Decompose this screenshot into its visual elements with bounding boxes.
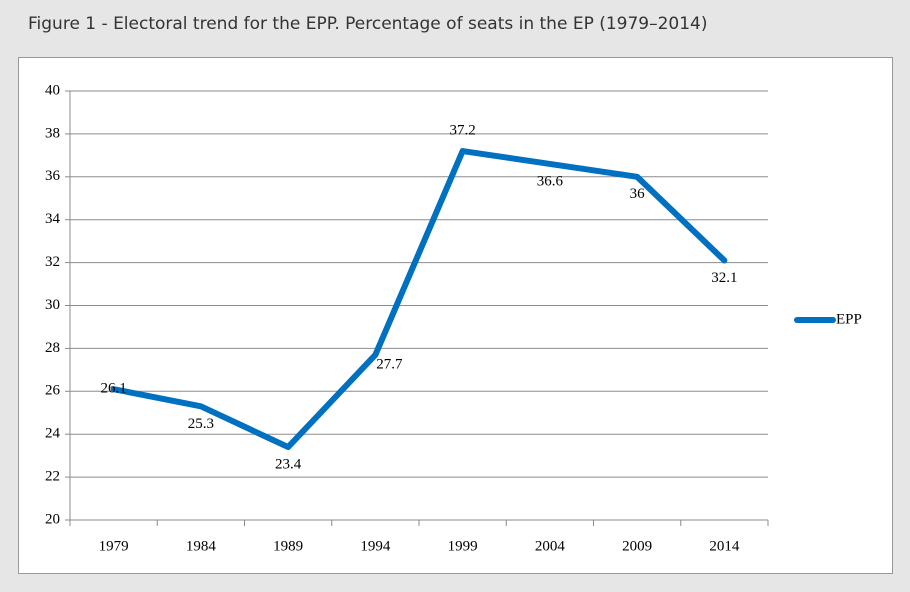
x-tick-label: 2009 xyxy=(622,538,652,554)
y-tick-label: 30 xyxy=(45,297,60,313)
x-tick-label: 1999 xyxy=(448,538,478,554)
series-line xyxy=(110,148,728,451)
chart-area xyxy=(18,57,893,574)
x-tick-label: 1984 xyxy=(186,538,217,554)
y-tick-label: 36 xyxy=(45,168,61,184)
x-tick-label: 1994 xyxy=(360,538,391,554)
y-tick-label: 20 xyxy=(45,511,60,527)
data-label: 36 xyxy=(630,186,646,202)
data-label: 32.1 xyxy=(711,270,737,286)
y-tick-label: 26 xyxy=(45,383,61,399)
y-tick-label: 32 xyxy=(45,254,60,270)
data-label: 36.6 xyxy=(537,173,564,189)
data-label: 23.4 xyxy=(275,457,302,473)
y-tick-label: 22 xyxy=(45,469,60,485)
legend-label: EPP xyxy=(836,311,862,327)
chart-title: Figure 1 - Electoral trend for the EPP. … xyxy=(28,14,708,34)
y-tick-label: 34 xyxy=(45,211,61,227)
y-tick-label: 24 xyxy=(45,426,61,442)
x-tick-label: 2004 xyxy=(535,538,566,554)
y-tick-label: 38 xyxy=(45,125,60,141)
data-label: 27.7 xyxy=(376,356,403,372)
data-label: 37.2 xyxy=(450,122,476,138)
x-tick-label: 2014 xyxy=(709,538,740,554)
data-label: 25.3 xyxy=(188,416,214,432)
x-tick-label: 1979 xyxy=(99,538,129,554)
y-tick-label: 28 xyxy=(45,340,60,356)
x-tick-label: 1989 xyxy=(273,538,303,554)
y-tick-label: 40 xyxy=(45,82,60,98)
data-label: 26.1 xyxy=(101,381,127,397)
